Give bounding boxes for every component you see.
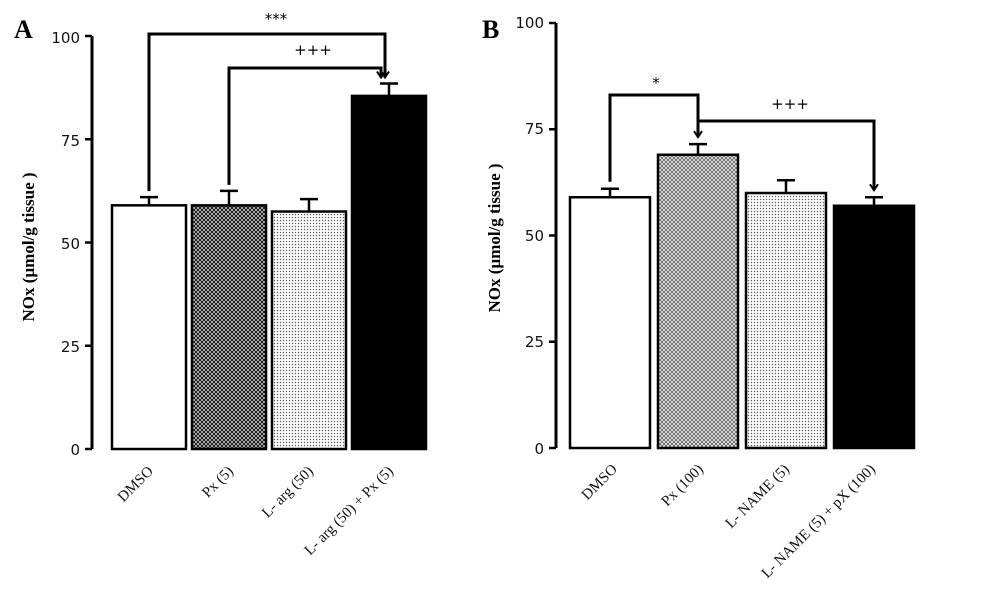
panel-a-y-tick-label: 100 — [51, 29, 80, 47]
panel-a: A NOx (µmol/g tissue ) 0 25 50 75 100 DM… — [14, 10, 428, 559]
panel-a-bar — [350, 94, 428, 451]
panel-b-y-tick-label: 0 — [534, 440, 544, 458]
panel-a-y-tick-label: 50 — [61, 235, 80, 253]
panel-b-bar — [656, 153, 740, 450]
panel-a-bracket-label: +++ — [294, 41, 332, 59]
panel-a-bar — [190, 204, 268, 451]
panel-b-plot-area — [549, 21, 916, 450]
panel-a-x-labels: DMSO Px (5) L- arg (50) L- arg (50) + Px… — [115, 463, 397, 558]
panel-a-y-tick-label: 25 — [61, 338, 80, 356]
panel-b-bracket-label: +++ — [771, 95, 809, 113]
panel-a-x-label-px5: Px (5) — [199, 464, 237, 502]
panel-b-y-tick-label: 100 — [515, 14, 544, 32]
panel-a-y-tick-label: 0 — [70, 441, 80, 459]
panel-a-x-label-dmso: DMSO — [115, 463, 157, 505]
panel-a-y-tick-label: 75 — [61, 132, 80, 150]
panel-a-y-tick-labels: 0 25 50 75 100 — [51, 29, 80, 459]
panel-b-x-labels: DMSO Px (100) L- NAME (5) L- NAME (5) + … — [579, 461, 879, 581]
panel-a-letter: A — [14, 15, 33, 44]
panel-b-y-tick-label: 75 — [525, 120, 544, 138]
panel-a-y-axis-label: NOx (µmol/g tissue ) — [19, 172, 38, 321]
panel-b-x-label-dmso: DMSO — [579, 461, 621, 503]
panel-a-x-label-larg50: L- arg (50) — [259, 464, 317, 522]
panel-a-plot-area — [85, 34, 428, 451]
panel-b-significance-bracket — [608, 93, 700, 182]
panel-a-significance: *** +++ — [147, 10, 390, 192]
panel-b-significance: * +++ — [608, 74, 879, 193]
panel-a-bar — [270, 210, 348, 451]
panel-b-y-tick-label: 50 — [525, 227, 544, 245]
panel-b-bar — [568, 196, 652, 450]
panel-b-y-tick-label: 25 — [525, 333, 544, 351]
panel-b-y-axis-label: NOx (µmol/g tissue ) — [485, 163, 504, 312]
panel-b-y-tick-labels: 0 25 50 75 100 — [515, 14, 544, 458]
panel-b-bar — [832, 204, 916, 450]
panel-a-bar — [110, 204, 188, 451]
panel-b-x-label-lname5: L- NAME (5) — [723, 462, 793, 532]
panel-a-bracket-label: *** — [265, 10, 288, 28]
panel-b-bar — [744, 191, 828, 450]
panel-b-x-label-px100: Px (100) — [659, 462, 707, 510]
panel-b-bracket-label: * — [652, 74, 660, 92]
panel-a-significance-bracket — [147, 32, 387, 192]
panel-b: B NOx (µmol/g tissue ) 0 25 50 75 100 DM… — [482, 14, 916, 582]
panel-b-letter: B — [482, 15, 499, 44]
panel-a-x-label-larg50-px5: L- arg (50) + Px (5) — [302, 464, 397, 559]
